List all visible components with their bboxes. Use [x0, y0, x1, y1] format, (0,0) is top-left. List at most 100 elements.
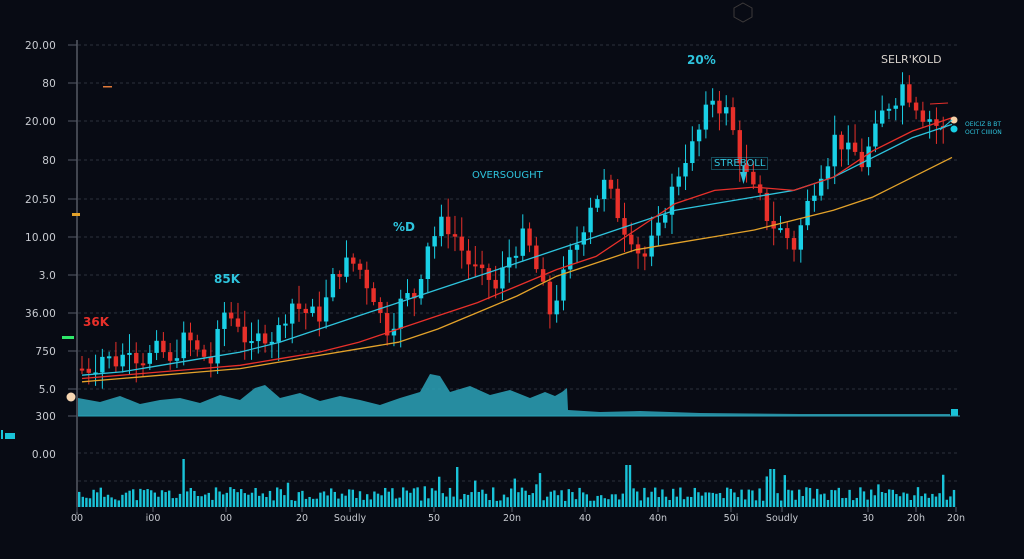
volume-bar[interactable]: [452, 496, 455, 507]
volume-bar[interactable]: [769, 469, 772, 507]
candle-body[interactable]: [188, 332, 193, 341]
volume-bar[interactable]: [783, 475, 786, 507]
candle-body[interactable]: [235, 318, 241, 327]
volume-bar[interactable]: [621, 493, 624, 507]
volume-bar[interactable]: [841, 498, 844, 507]
volume-bar[interactable]: [816, 488, 819, 507]
candle-body[interactable]: [737, 130, 742, 164]
volume-bar[interactable]: [729, 488, 732, 507]
volume-bar[interactable]: [643, 487, 646, 507]
candle-body[interactable]: [120, 354, 125, 367]
candle-body[interactable]: [296, 303, 302, 309]
candle-body[interactable]: [520, 228, 525, 256]
volume-bar[interactable]: [866, 499, 869, 507]
candle-body[interactable]: [547, 281, 553, 315]
volume-bar[interactable]: [398, 497, 401, 507]
volume-bar[interactable]: [402, 487, 405, 507]
volume-bar[interactable]: [751, 490, 754, 507]
volume-bar[interactable]: [250, 492, 254, 507]
candle-body[interactable]: [513, 255, 519, 258]
candle-body[interactable]: [662, 214, 668, 223]
volume-bar[interactable]: [560, 490, 563, 507]
candle-body[interactable]: [351, 257, 356, 264]
candle-body[interactable]: [649, 235, 654, 257]
volume-bar[interactable]: [819, 494, 822, 507]
candle-body[interactable]: [113, 356, 119, 367]
candle-body[interactable]: [683, 163, 688, 177]
candle-body[interactable]: [717, 100, 722, 114]
candle-body[interactable]: [445, 216, 451, 235]
volume-bar[interactable]: [902, 492, 905, 507]
candle-body[interactable]: [195, 340, 200, 350]
candle-body[interactable]: [839, 134, 844, 150]
candle-body[interactable]: [147, 352, 153, 364]
volume-bar[interactable]: [780, 500, 783, 507]
volume-bar[interactable]: [794, 499, 797, 507]
candle-body[interactable]: [642, 253, 648, 257]
candle-body[interactable]: [554, 300, 559, 315]
candle-body[interactable]: [588, 207, 593, 233]
volume-bar[interactable]: [348, 489, 351, 507]
volume-bar[interactable]: [272, 500, 275, 507]
volume-bar[interactable]: [596, 495, 599, 507]
candle-body[interactable]: [703, 104, 709, 130]
candle-body[interactable]: [466, 250, 471, 265]
candle-body[interactable]: [927, 119, 932, 122]
volume-bar[interactable]: [484, 493, 488, 507]
volume-bar[interactable]: [628, 465, 632, 507]
volume-bar[interactable]: [934, 496, 938, 507]
volume-bar[interactable]: [96, 492, 99, 507]
volume-bar[interactable]: [297, 492, 300, 507]
volume-bar[interactable]: [88, 498, 92, 507]
volume-bar[interactable]: [589, 500, 592, 507]
volume-bar[interactable]: [582, 492, 585, 507]
volume-bar[interactable]: [157, 496, 160, 507]
volume-bar[interactable]: [859, 487, 862, 507]
candle-body[interactable]: [357, 263, 363, 270]
volume-bar[interactable]: [524, 490, 527, 507]
volume-bar[interactable]: [301, 490, 304, 507]
candle-body[interactable]: [696, 129, 702, 142]
volume-bar[interactable]: [711, 492, 714, 507]
candle-body[interactable]: [500, 267, 505, 289]
volume-bar[interactable]: [495, 500, 498, 507]
candle-body[interactable]: [629, 234, 634, 245]
candle-body[interactable]: [825, 166, 831, 179]
volume-bar[interactable]: [895, 494, 898, 507]
candle-body[interactable]: [412, 293, 417, 299]
candle-body[interactable]: [222, 312, 227, 329]
volume-bar[interactable]: [92, 489, 95, 507]
volume-bar[interactable]: [409, 492, 412, 507]
candle-body[interactable]: [730, 107, 736, 131]
volume-bar[interactable]: [254, 487, 257, 507]
candle-body[interactable]: [710, 100, 715, 105]
volume-bar[interactable]: [243, 493, 246, 507]
volume-bar[interactable]: [564, 500, 567, 507]
volume-bar[interactable]: [891, 489, 894, 507]
volume-bar[interactable]: [236, 492, 239, 507]
candle-body[interactable]: [507, 257, 512, 268]
volume-bar[interactable]: [319, 492, 322, 507]
volume-bar[interactable]: [124, 492, 128, 507]
candle-body[interactable]: [154, 340, 159, 353]
volume-bar[interactable]: [99, 487, 102, 507]
candle-body[interactable]: [161, 340, 166, 353]
candle-body[interactable]: [886, 108, 892, 111]
volume-bar[interactable]: [160, 490, 164, 507]
volume-bar[interactable]: [200, 496, 203, 507]
volume-bar[interactable]: [787, 489, 790, 507]
volume-bar[interactable]: [862, 491, 866, 507]
volume-bar[interactable]: [456, 467, 459, 507]
volume-bar[interactable]: [520, 487, 524, 507]
candle-body[interactable]: [269, 341, 275, 344]
volume-bar[interactable]: [110, 497, 113, 507]
volume-bar[interactable]: [283, 495, 286, 507]
volume-bar[interactable]: [394, 498, 398, 507]
volume-bar[interactable]: [646, 497, 650, 507]
volume-bar[interactable]: [139, 488, 142, 507]
candle-body[interactable]: [317, 306, 322, 322]
candle-body[interactable]: [459, 236, 464, 251]
volume-bar[interactable]: [304, 498, 308, 507]
candle-body[interactable]: [283, 323, 288, 326]
volume-bar[interactable]: [762, 500, 765, 507]
